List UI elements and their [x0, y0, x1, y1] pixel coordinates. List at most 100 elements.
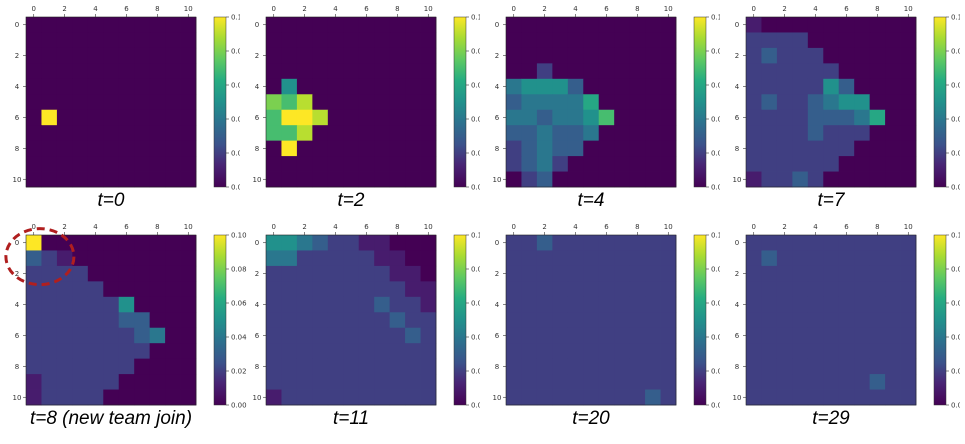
heatmap-cell: [645, 156, 661, 172]
heatmap-cell: [792, 47, 809, 64]
heatmap-cell: [327, 389, 344, 406]
colorbar-tick-label: 0.00: [471, 184, 480, 191]
heatmap-cell: [660, 156, 677, 172]
heatmap-cell: [598, 343, 615, 360]
heatmap-cell: [420, 265, 437, 282]
heatmap-cell: [583, 312, 600, 329]
heatmap-cell: [312, 265, 329, 282]
heatmap-cell: [583, 235, 600, 251]
heatmap-cell: [885, 156, 901, 172]
heatmap-cell: [296, 358, 313, 375]
heatmap-cell: [266, 47, 282, 64]
heatmap-cell: [420, 389, 437, 406]
heatmap-cell: [56, 78, 73, 95]
heatmap-cell: [614, 47, 631, 64]
x-tick-label: 10: [184, 223, 193, 231]
heatmap-cell: [598, 265, 615, 282]
heatmap-cell: [854, 265, 871, 282]
heatmap-cell: [389, 171, 406, 188]
heatmap-cell: [103, 358, 120, 375]
heatmap-cell: [552, 171, 569, 188]
heatmap-cell: [598, 312, 615, 329]
heatmap-cell: [118, 47, 135, 64]
x-tick-label: 4: [573, 223, 578, 231]
heatmap-cell: [312, 78, 329, 95]
heatmap-cell: [521, 343, 538, 360]
y-tick-label: 8: [255, 363, 259, 371]
x-tick-label: 0: [511, 5, 515, 13]
heatmap-cell: [134, 327, 151, 344]
heatmap-cell: [87, 312, 104, 329]
heatmap-cell: [552, 78, 569, 95]
heatmap-cell: [536, 171, 553, 188]
y-tick-label: 10: [253, 176, 262, 184]
colorbar: [693, 16, 707, 188]
colorbar-tick-label: 0.08: [471, 266, 480, 274]
heatmap-cell: [885, 63, 901, 80]
x-tick-label: 4: [333, 223, 338, 231]
colorbar-tick-label: 0.10: [951, 14, 960, 22]
heatmap-cell: [552, 312, 569, 329]
heatmap-cell: [807, 94, 824, 111]
heatmap-cell: [358, 250, 375, 267]
heatmap-cell: [838, 312, 855, 329]
heatmap-cell: [746, 296, 762, 313]
heatmap-cell: [823, 250, 840, 267]
heatmap-cell: [506, 125, 522, 142]
heatmap-cell: [296, 17, 313, 33]
heatmap-cell: [583, 125, 600, 142]
heatmap-cell: [614, 296, 631, 313]
heatmap-cell: [869, 296, 886, 313]
heatmap-cell: [660, 235, 677, 251]
heatmap-cell: [629, 389, 646, 406]
heatmap-cell: [900, 312, 917, 329]
heatmap-cell: [854, 63, 871, 80]
heatmap-cell: [56, 94, 73, 111]
colorbar-tick-label: 0.06: [711, 82, 720, 90]
heatmap-cell: [312, 109, 329, 126]
x-tick-label: 8: [875, 5, 879, 13]
heatmap-cell: [746, 94, 762, 111]
heatmap-cell: [506, 250, 522, 267]
y-tick-label: 4: [495, 301, 500, 309]
heatmap-cell: [792, 358, 809, 375]
heatmap-cell: [761, 17, 778, 33]
x-tick-label: 10: [904, 5, 913, 13]
heatmap-cell: [149, 109, 166, 126]
heatmap-cell: [823, 235, 840, 251]
heatmap-cell: [838, 125, 855, 142]
heatmap-cell: [281, 125, 298, 142]
heatmap-cell: [506, 17, 522, 33]
x-tick-label: 6: [604, 223, 609, 231]
heatmap-cell: [583, 389, 600, 406]
heatmap-cell: [26, 235, 42, 251]
heatmap-cell: [26, 32, 42, 49]
x-tick-label: 6: [844, 223, 849, 231]
heatmap-cell: [149, 140, 166, 157]
heatmap-cell: [327, 312, 344, 329]
heatmap-cell: [900, 358, 917, 375]
heatmap-cell: [296, 156, 313, 172]
heatmap-cell: [629, 235, 646, 251]
heatmap-cell: [521, 389, 538, 406]
heatmap-cell: [807, 312, 824, 329]
heatmap-cell: [614, 358, 631, 375]
heatmap-cell: [792, 32, 809, 49]
heatmap-cell: [583, 343, 600, 360]
heatmap-cell: [552, 250, 569, 267]
heatmap-cell: [358, 32, 375, 49]
heatmap-cell: [536, 47, 553, 64]
heatmap-cell: [405, 94, 421, 111]
heatmap-cell: [312, 156, 329, 172]
heatmap-cell: [56, 358, 73, 375]
heatmap-cell: [506, 389, 522, 406]
heatmap-cell: [56, 389, 73, 406]
heatmap-cell: [761, 250, 778, 267]
heatmap-cell: [521, 281, 538, 298]
heatmap-cell: [374, 312, 391, 329]
heatmap-cell: [420, 281, 437, 298]
heatmap-cell: [266, 281, 282, 298]
heatmap-cell: [567, 47, 584, 64]
heatmap-cell: [358, 235, 375, 251]
heatmap-cell: [506, 140, 522, 157]
